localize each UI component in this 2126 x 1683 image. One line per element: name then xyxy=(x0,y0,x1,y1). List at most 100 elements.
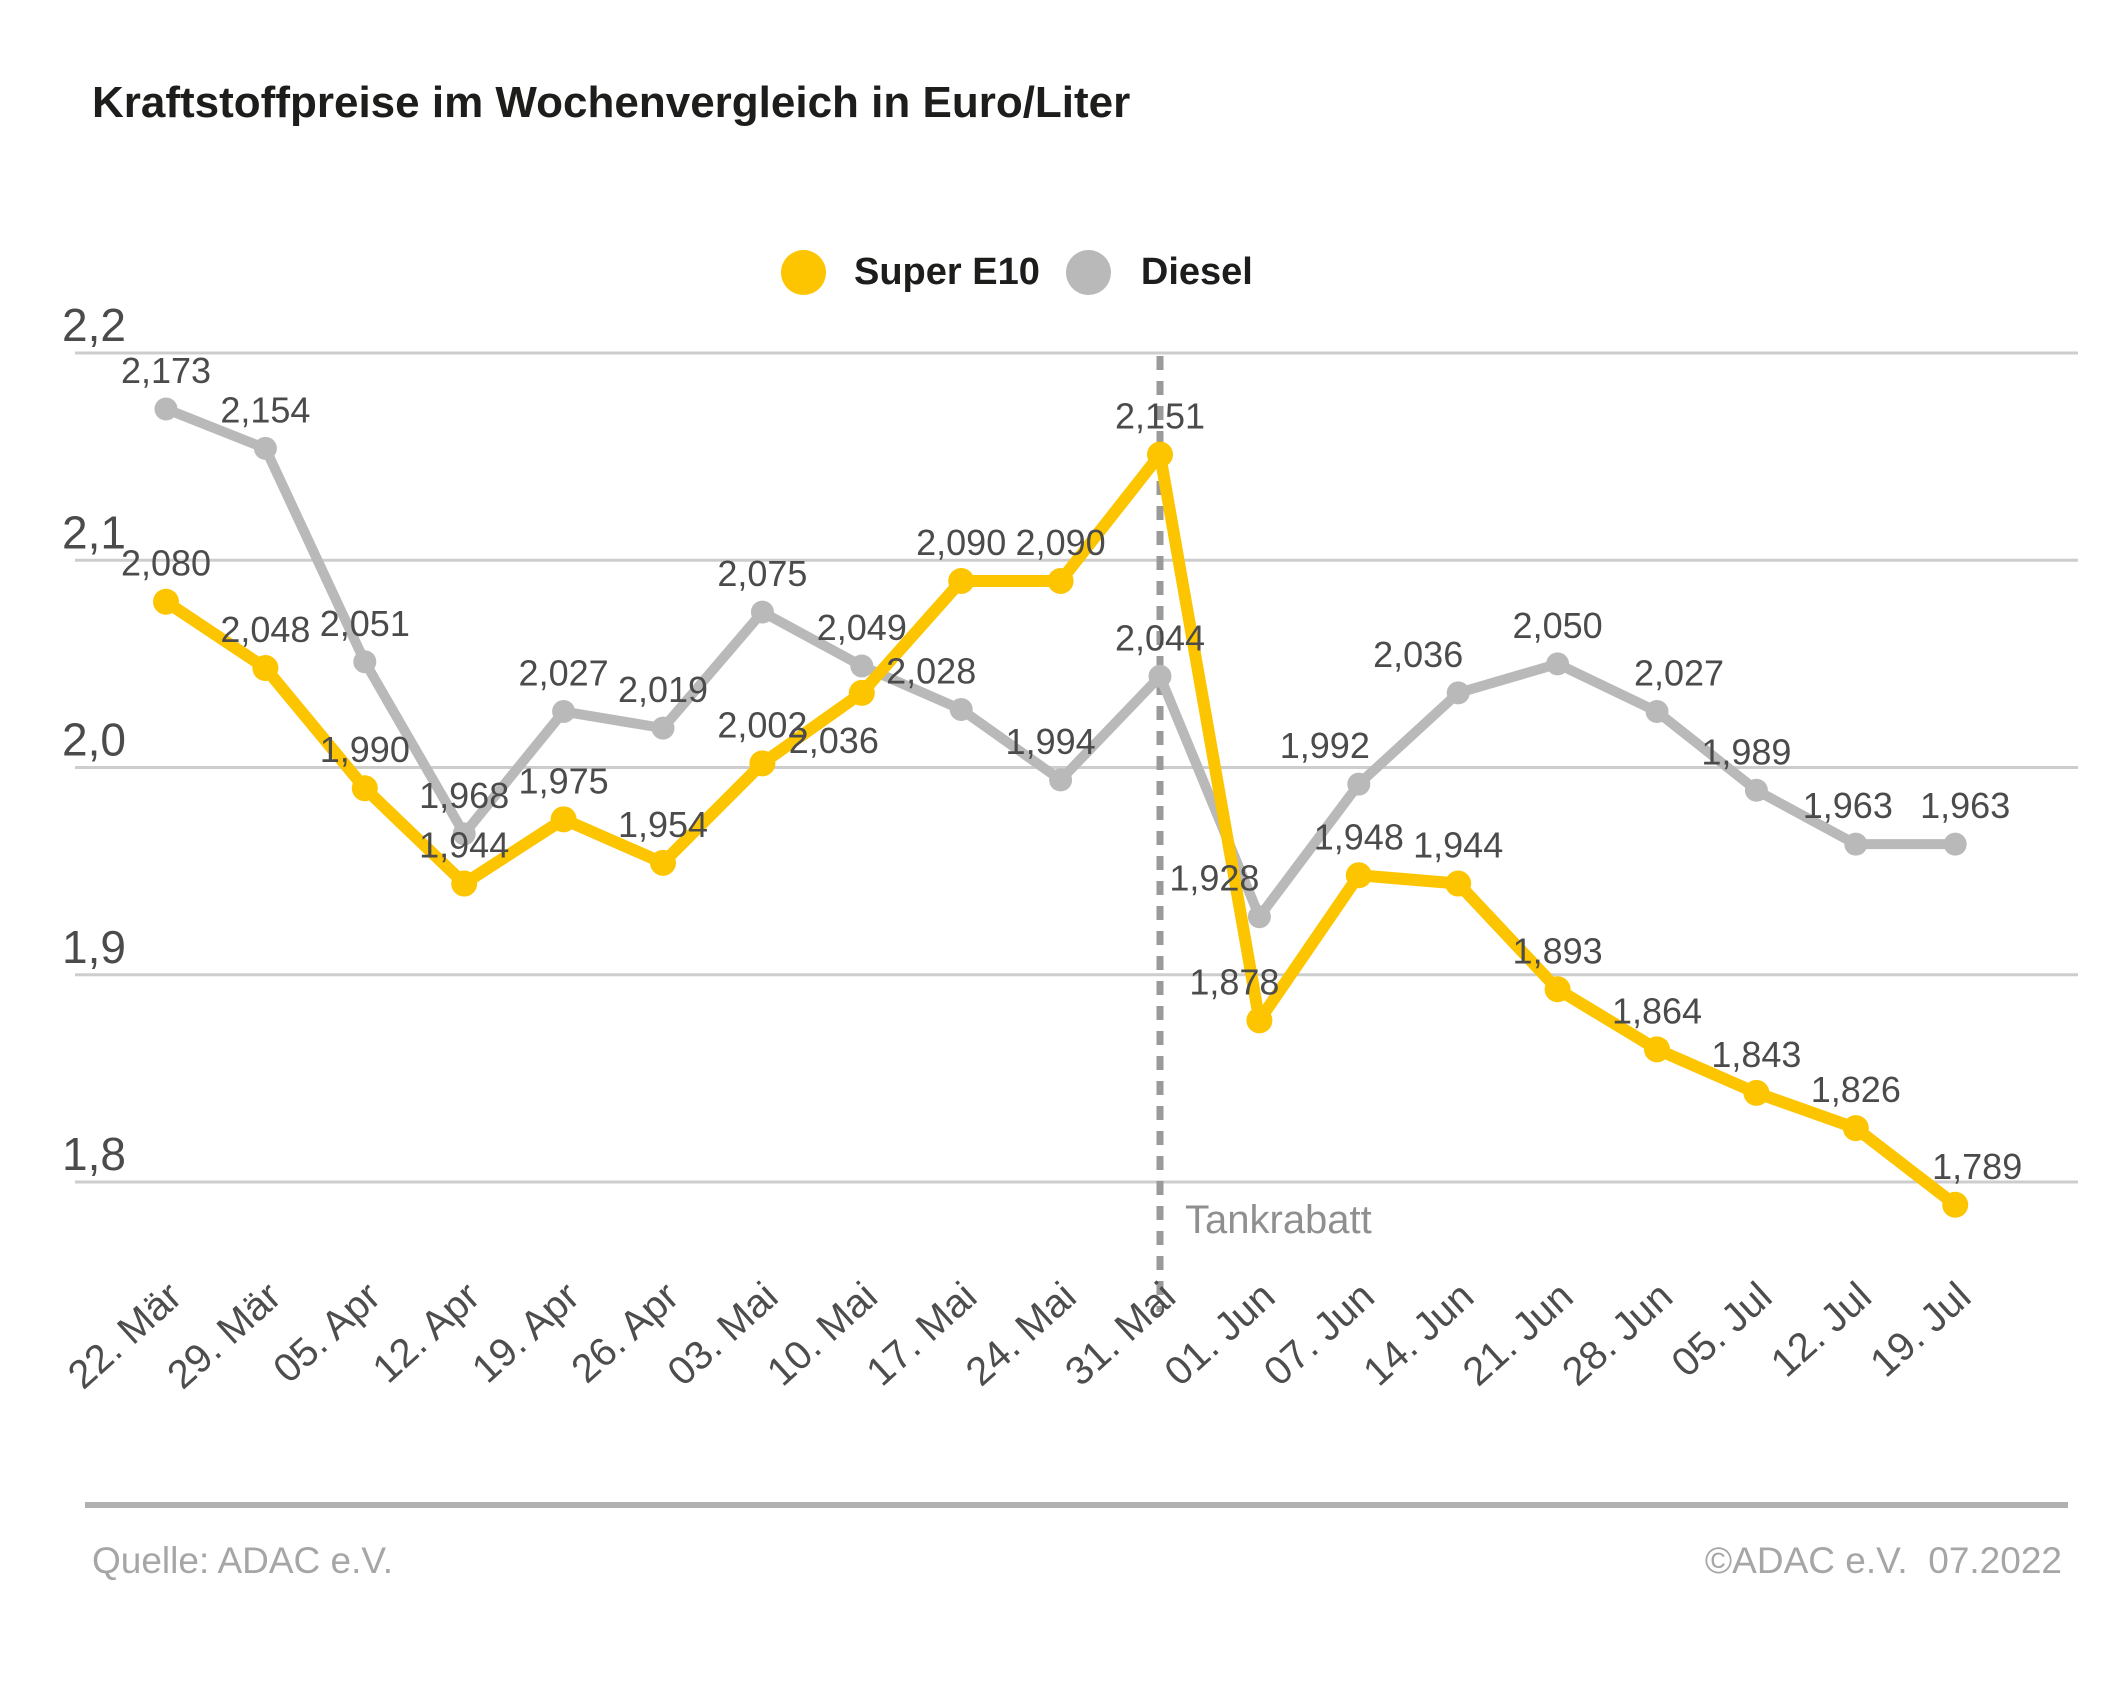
super-e10-value-label: 2,036 xyxy=(789,720,879,761)
diesel-value-label: 1,963 xyxy=(1920,785,2010,826)
x-axis-tick-label: 31. Mai xyxy=(1057,1274,1184,1394)
x-axis-tick-label: 14. Jun xyxy=(1355,1274,1482,1395)
super-e10-point xyxy=(1743,1079,1770,1106)
diesel-value-label: 2,028 xyxy=(886,650,976,691)
diesel-point xyxy=(1645,700,1669,724)
x-axis-tick-label: 29. Mär xyxy=(159,1274,289,1397)
diesel-value-label: 2,050 xyxy=(1513,605,1603,646)
x-axis-tick-label: 26. Apr xyxy=(563,1274,687,1392)
diesel-value-label: 2,051 xyxy=(320,603,410,644)
diesel-point xyxy=(154,397,178,421)
super-e10-value-label: 2,090 xyxy=(1016,522,1106,563)
super-e10-point xyxy=(153,588,179,615)
super-e10-value-label: 2,151 xyxy=(1115,396,1205,437)
copyright-note: ©ADAC e.V. 07.2022 xyxy=(1704,1540,2062,1581)
chart-title: Kraftstoffpreise im Wochenvergleich in E… xyxy=(92,78,1131,127)
super-e10-value-label: 1,864 xyxy=(1612,990,1702,1031)
x-axis-tick-label: 07. Jun xyxy=(1256,1274,1383,1395)
diesel-point xyxy=(1049,768,1073,792)
x-axis-tick-label: 28. Jun xyxy=(1554,1274,1681,1395)
legend-dot-diesel-icon xyxy=(1065,250,1111,295)
super-e10-point xyxy=(1644,1036,1670,1063)
y-axis-tick-label: 2,2 xyxy=(62,299,126,351)
x-axis-tick-label: 19. Jul xyxy=(1862,1274,1979,1386)
super-e10-value-label: 1,826 xyxy=(1811,1069,1901,1110)
super-e10-value-label: 2,080 xyxy=(121,543,211,584)
diesel-value-label: 2,019 xyxy=(618,669,708,710)
diesel-value-label: 2,036 xyxy=(1373,634,1463,675)
chart-legend: Super E10 Diesel xyxy=(781,250,1253,295)
super-e10-value-label: 1,990 xyxy=(320,729,410,770)
diesel-point xyxy=(1744,778,1768,802)
super-e10-value-label: 1,843 xyxy=(1711,1034,1801,1075)
y-axis-tick-label: 1,9 xyxy=(62,921,126,973)
x-axis-tick-label: 17. Mai xyxy=(858,1274,985,1394)
diesel-value-label: 2,027 xyxy=(519,653,609,694)
super-e10-value-label: 1,944 xyxy=(419,825,509,866)
x-axis-tick-label: 10. Mai xyxy=(759,1274,886,1394)
diesel-value-label: 1,963 xyxy=(1803,785,1893,826)
diesel-value-label: 1,992 xyxy=(1280,725,1370,766)
diesel-point xyxy=(850,654,874,678)
y-axis-tick-label: 1,8 xyxy=(62,1128,126,1180)
diesel-point xyxy=(1943,832,1967,856)
super-e10-value-label: 1,789 xyxy=(1932,1146,2022,1187)
diesel-point xyxy=(1844,832,1868,856)
x-axis-tick-label: 21. Jun xyxy=(1455,1274,1582,1395)
diesel-value-label: 2,027 xyxy=(1634,653,1724,694)
x-axis-tick-label: 22. Mär xyxy=(60,1274,190,1397)
diesel-point xyxy=(253,436,277,460)
super-e10-value-label: 1,878 xyxy=(1189,961,1279,1002)
super-e10-value-label: 1,944 xyxy=(1413,825,1503,866)
diesel-value-label: 1,989 xyxy=(1701,731,1791,772)
super-e10-point xyxy=(749,750,776,777)
diesel-value-label: 2,044 xyxy=(1115,617,1205,658)
diesel-point xyxy=(552,700,576,724)
x-axis-tick-label: 03. Mai xyxy=(660,1274,787,1394)
diesel-point xyxy=(651,716,675,740)
diesel-value-label: 1,968 xyxy=(419,775,509,816)
super-e10-value-label: 2,048 xyxy=(220,609,310,650)
super-e10-value-label: 1,948 xyxy=(1314,816,1404,857)
x-axis-tick-label: 01. Jun xyxy=(1156,1274,1283,1395)
x-axis-tick-label: 05. Apr xyxy=(265,1274,389,1392)
diesel-value-label: 2,049 xyxy=(817,607,907,648)
diesel-value-label: 1,994 xyxy=(1006,721,1096,762)
tankrabatt-annotation-label: Tankrabatt xyxy=(1185,1198,1372,1242)
diesel-value-label: 1,928 xyxy=(1169,858,1259,899)
diesel-value-label: 2,075 xyxy=(717,553,807,594)
super-e10-point xyxy=(252,655,279,682)
diesel-point xyxy=(750,600,774,624)
x-axis-tick-label: 12. Jul xyxy=(1763,1274,1880,1386)
legend-dot-super-e10-icon xyxy=(781,250,826,295)
super-e10-point xyxy=(1445,870,1472,897)
x-axis-tick-label: 19. Apr xyxy=(464,1274,588,1392)
super-e10-point xyxy=(1842,1115,1869,1142)
super-e10-point xyxy=(848,679,875,706)
diesel-point xyxy=(353,650,377,674)
super-e10-point xyxy=(1544,976,1571,1003)
legend-label-diesel: Diesel xyxy=(1140,251,1253,293)
super-e10-point xyxy=(1345,862,1372,889)
diesel-point xyxy=(1347,772,1371,796)
super-e10-point xyxy=(1942,1191,1969,1218)
diesel-point xyxy=(1148,664,1172,688)
super-e10-point xyxy=(1246,1007,1273,1034)
super-e10-point xyxy=(351,775,378,802)
super-e10-value-label: 1,893 xyxy=(1513,930,1603,971)
super-e10-value-label: 2,090 xyxy=(916,522,1006,563)
diesel-point xyxy=(1247,905,1271,929)
y-axis-tick-label: 2,1 xyxy=(62,506,126,558)
footer-divider xyxy=(85,1502,2068,1508)
super-e10-value-label: 1,954 xyxy=(618,804,708,845)
super-e10-point xyxy=(1047,567,1074,594)
diesel-value-label: 2,154 xyxy=(220,389,310,430)
diesel-point xyxy=(1446,681,1470,705)
x-axis-tick-label: 05. Jul xyxy=(1663,1274,1780,1386)
super-e10-point xyxy=(948,567,975,594)
super-e10-point xyxy=(451,870,478,897)
super-e10-point xyxy=(550,806,577,833)
super-e10-point xyxy=(1147,441,1173,468)
